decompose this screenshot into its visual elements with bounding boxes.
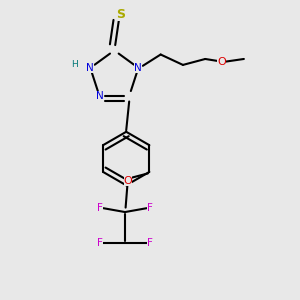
Text: O: O xyxy=(217,57,226,67)
Text: N: N xyxy=(96,91,104,101)
Text: N: N xyxy=(86,63,94,73)
Text: N: N xyxy=(134,63,142,73)
Text: F: F xyxy=(147,202,153,213)
Text: F: F xyxy=(97,202,103,213)
Text: O: O xyxy=(124,176,132,186)
Text: F: F xyxy=(147,238,153,248)
Text: F: F xyxy=(97,238,103,248)
Text: H: H xyxy=(71,60,78,69)
Text: S: S xyxy=(116,8,125,21)
